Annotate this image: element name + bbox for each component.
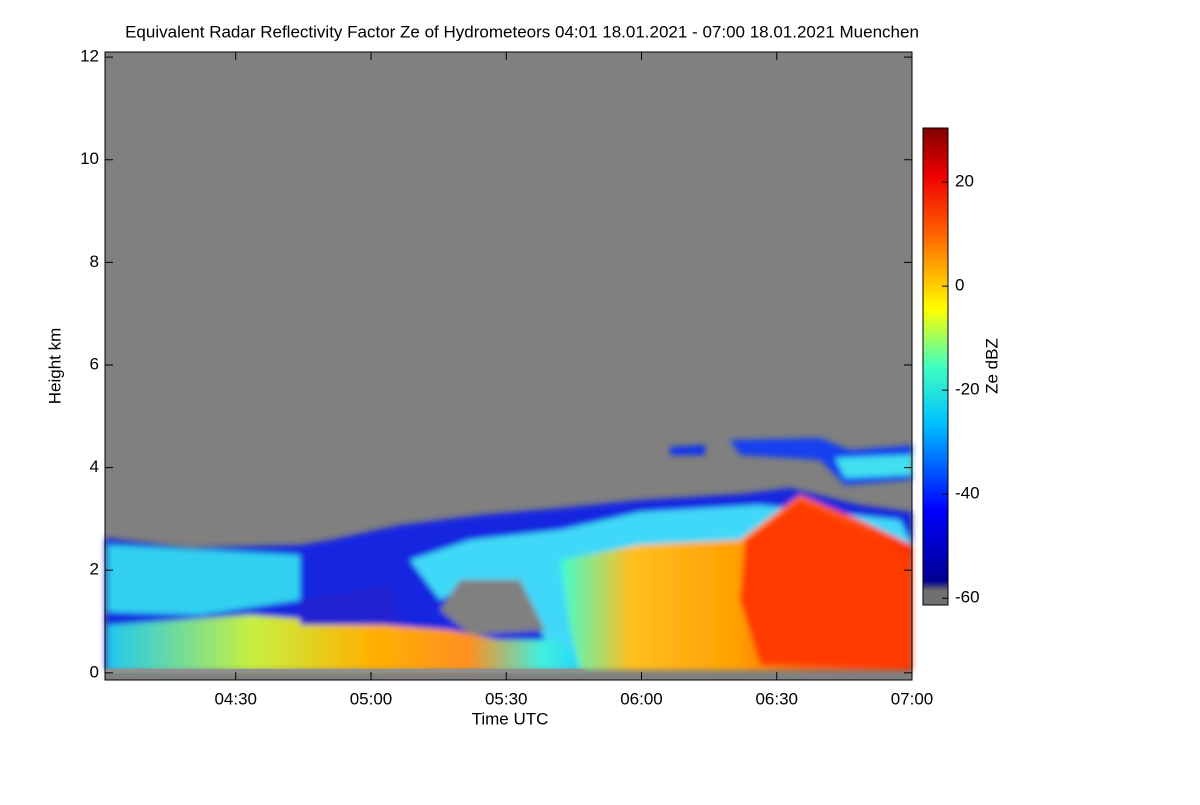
y-axis-title: Height km (45, 328, 64, 405)
colorbar-tick-label: -40 (955, 484, 980, 503)
colorbar-tick-label: 20 (955, 172, 974, 191)
field (105, 52, 912, 680)
x-tick-label: 05:30 (485, 689, 528, 708)
colorbar-tick-label: 0 (955, 276, 964, 295)
y-tick-label: 6 (90, 354, 99, 373)
y-tick-label: 10 (80, 149, 99, 168)
chart-title: Equivalent Radar Reflectivity Factor Ze … (125, 22, 919, 41)
y-tick-label: 8 (90, 252, 99, 271)
colorbar-tick-label: -20 (955, 380, 980, 399)
y-tick-label: 12 (80, 47, 99, 66)
colorbar-tick-label: -60 (955, 588, 980, 607)
x-tick-label: 04:30 (214, 689, 257, 708)
x-axis-title: Time UTC (472, 709, 549, 728)
plot-frame (104, 51, 913, 681)
x-tick-label: 06:00 (620, 689, 663, 708)
y-tick-label: 4 (90, 457, 99, 476)
colorbar-title: Ze dBZ (982, 338, 1001, 394)
colorbar (922, 127, 949, 606)
y-tick-label: 0 (90, 662, 99, 681)
x-tick-label: 05:00 (350, 689, 393, 708)
x-tick-label: 07:00 (891, 689, 934, 708)
y-tick-label: 2 (90, 560, 99, 579)
x-tick-label: 06:30 (755, 689, 798, 708)
